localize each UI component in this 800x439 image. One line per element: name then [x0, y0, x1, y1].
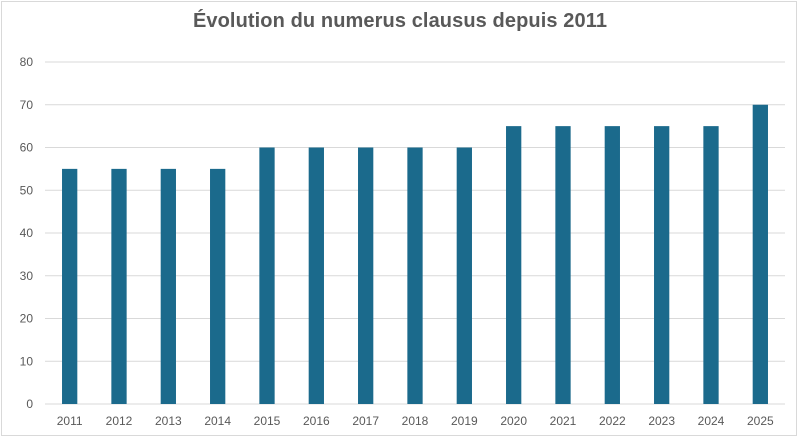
y-tick-label: 80 [20, 55, 34, 69]
bar-2016 [308, 147, 324, 404]
y-tick-label: 50 [20, 183, 34, 197]
bar-2011 [62, 168, 78, 404]
y-tick-label: 30 [20, 269, 34, 283]
x-tick-label: 2013 [155, 414, 182, 428]
x-tick-label: 2019 [451, 414, 478, 428]
y-tick-label: 20 [20, 312, 34, 326]
x-tick-label: 2014 [204, 414, 231, 428]
bar-2020 [506, 126, 522, 404]
y-axis-ticks: 0 10 20 30 40 50 60 70 80 [20, 55, 34, 411]
x-tick-label: 2020 [500, 414, 527, 428]
bar-2021 [555, 126, 571, 404]
bar-2017 [358, 147, 374, 404]
x-tick-label: 2018 [402, 414, 429, 428]
x-tick-label: 2016 [303, 414, 330, 428]
bar-2015 [259, 147, 275, 404]
bar-2025 [752, 104, 768, 404]
x-tick-label: 2023 [648, 414, 675, 428]
chart-title: Évolution du numerus clausus depuis 2011 [192, 10, 608, 32]
y-tick-label: 40 [20, 226, 34, 240]
bar-2019 [456, 147, 472, 404]
y-tick-label: 10 [20, 354, 34, 368]
x-tick-label: 2022 [599, 414, 626, 428]
bar-2024 [703, 126, 719, 404]
bar-2012 [111, 168, 127, 404]
bar-2014 [210, 168, 226, 404]
x-tick-label: 2015 [254, 414, 281, 428]
y-tick-label: 60 [20, 141, 34, 155]
y-tick-label: 0 [26, 397, 33, 411]
y-tick-label: 70 [20, 98, 34, 112]
x-tick-label: 2021 [550, 414, 577, 428]
bars [62, 104, 768, 404]
x-tick-label: 2017 [352, 414, 379, 428]
x-tick-label: 2024 [698, 414, 725, 428]
x-tick-label: 2012 [106, 414, 133, 428]
x-axis-ticks: 2011 2012 2013 2014 2015 2016 2017 2018 2019 2020… [57, 414, 774, 428]
x-tick-label: 2011 [57, 414, 83, 428]
bar-2018 [407, 147, 423, 404]
x-tick-label: 2025 [747, 414, 774, 428]
bar-2022 [604, 126, 620, 404]
bar-2013 [160, 168, 176, 404]
bar-2023 [654, 126, 670, 404]
